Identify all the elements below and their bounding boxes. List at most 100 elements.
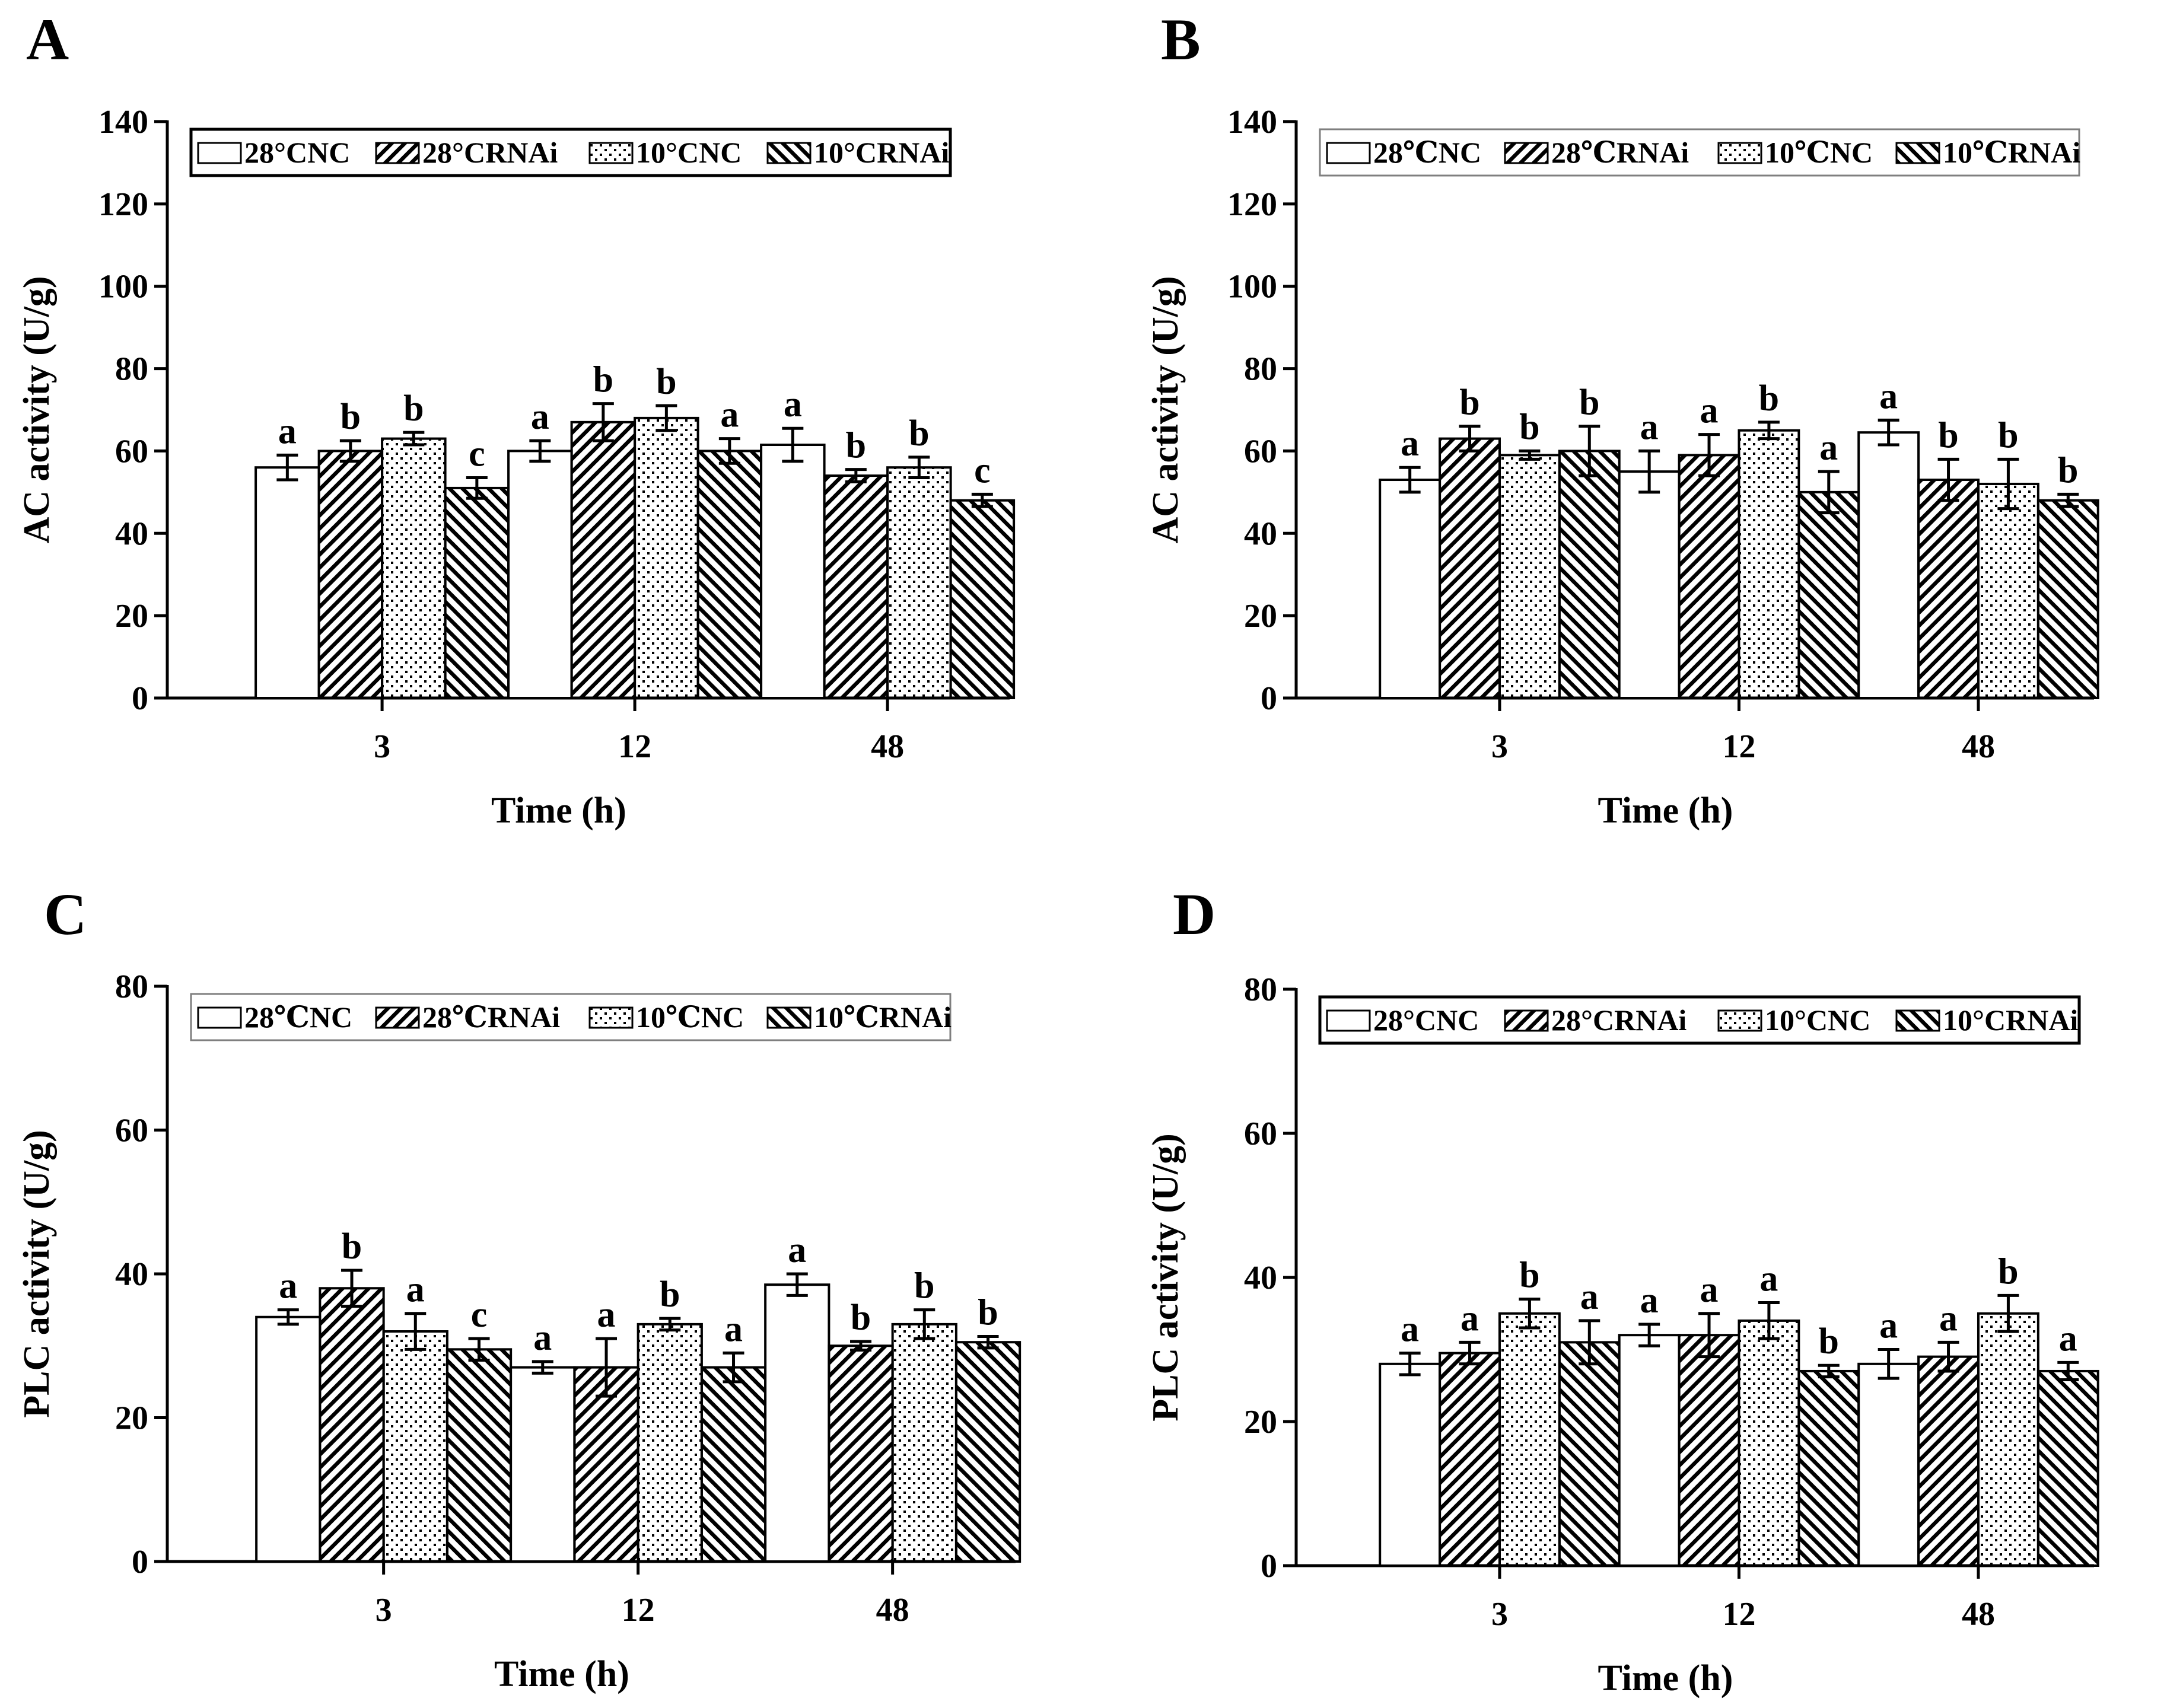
bar — [319, 1287, 385, 1563]
significance-letter: b — [342, 1226, 362, 1267]
legend-box — [1319, 128, 2080, 177]
bar — [1797, 1369, 1860, 1567]
legend-label: 28°CRNAi — [422, 136, 558, 169]
x-tick-label: 12 — [622, 1592, 655, 1629]
bar — [2036, 1369, 2099, 1567]
legend-label: 10℃NC — [636, 1000, 744, 1034]
chart-a: 0 20 40 60 80 100 120 140 AC activity (U/g) 3 a b b c… — [17, 104, 1016, 831]
y-tick-label: 20 — [115, 1400, 148, 1437]
y-tick-label: 20 — [1244, 598, 1277, 635]
bar — [1498, 1312, 1561, 1567]
legend-box — [189, 128, 952, 177]
chart-c: 0 20 40 60 80 PLC activity (U/g) 3 a b a c 12 a a b a 48… — [17, 968, 1022, 1694]
significance-letter: a — [720, 395, 739, 435]
bar — [764, 1283, 830, 1563]
legend-swatch — [1504, 1009, 1549, 1032]
legend-label: 28°CNC — [244, 136, 350, 169]
significance-letter: a — [1401, 1309, 1419, 1350]
bar — [573, 1366, 639, 1563]
bar — [760, 444, 826, 699]
bar — [382, 1330, 448, 1563]
significance-letter: b — [403, 388, 424, 429]
y-tick-label: 0 — [1261, 1548, 1277, 1585]
bar — [381, 437, 447, 699]
y-tick-label: 100 — [1227, 269, 1277, 305]
y-tick-label: 100 — [98, 269, 148, 305]
significance-letter: b — [2058, 450, 2078, 490]
panel-letter: C — [44, 881, 87, 947]
y-tick-label: 80 — [115, 968, 148, 1005]
legend-swatch — [1504, 142, 1549, 164]
x-tick-label: 48 — [876, 1592, 909, 1629]
y-axis-label: PLC activity (U/g) — [17, 1130, 57, 1418]
legend-box — [1318, 995, 2081, 1045]
bar — [1977, 482, 2039, 699]
y-tick-label: 80 — [115, 351, 148, 388]
significance-letter: c — [471, 1295, 488, 1335]
legend-swatch — [1717, 1009, 1762, 1032]
significance-letter: b — [1938, 415, 1958, 455]
legend-label: 10℃RNAi — [814, 1000, 952, 1034]
x-tick-label: 48 — [1962, 1596, 1995, 1633]
bar — [886, 466, 952, 699]
legend-swatch — [588, 142, 634, 164]
bar — [1678, 1334, 1740, 1567]
legend-swatch — [375, 1006, 420, 1029]
y-tick-label: 20 — [115, 598, 148, 635]
y-tick-label: 40 — [1244, 515, 1277, 552]
y-tick-label: 60 — [115, 1113, 148, 1149]
significance-letter: a — [1700, 391, 1719, 431]
significance-letter: b — [656, 362, 676, 402]
y-tick-label: 60 — [115, 433, 148, 470]
x-tick-label: 3 — [374, 728, 390, 765]
y-axis-label: PLC activity (U/g) — [1145, 1133, 1186, 1422]
y-tick-label: 40 — [1244, 1260, 1277, 1296]
x-tick-label: 12 — [1722, 728, 1755, 765]
bar — [634, 416, 699, 700]
significance-letter: b — [846, 426, 866, 466]
significance-letter: a — [1640, 407, 1659, 447]
significance-letter: a — [278, 411, 297, 451]
bar — [444, 486, 510, 700]
bar — [1558, 1341, 1621, 1567]
bar — [507, 450, 573, 700]
bar — [1977, 1312, 2039, 1567]
significance-letter: b — [1579, 383, 1599, 423]
bar — [254, 466, 320, 699]
bar — [1498, 454, 1561, 699]
legend-swatch — [197, 142, 242, 164]
significance-letter: b — [1519, 407, 1539, 447]
bar — [1558, 450, 1621, 700]
significance-letter: b — [909, 413, 929, 454]
bar — [2036, 499, 2099, 699]
bar — [1618, 1334, 1681, 1567]
significance-letter: a — [406, 1270, 425, 1310]
significance-letter: b — [914, 1266, 934, 1307]
legend-label: 28°CNC — [1373, 1003, 1479, 1037]
bar — [823, 474, 889, 699]
significance-letter: a — [788, 1230, 806, 1270]
legend-label: 10°CNC — [636, 136, 742, 169]
bar — [570, 420, 637, 699]
legend-swatch — [766, 1006, 812, 1029]
legend-swatch — [1717, 142, 1762, 164]
significance-letter: b — [660, 1274, 680, 1315]
significance-letter: a — [597, 1295, 616, 1335]
significance-letter: a — [531, 397, 549, 437]
y-tick-label: 120 — [1227, 186, 1277, 223]
legend-label: 28°CRNAi — [1551, 1003, 1686, 1037]
legend-label: 28℃RNAi — [422, 1000, 560, 1034]
significance-letter: a — [1640, 1280, 1659, 1321]
bar — [510, 1366, 576, 1563]
x-axis-label: Time (h) — [494, 1654, 629, 1694]
legend-label: 28℃NC — [1373, 136, 1481, 169]
legend-swatch — [197, 1006, 242, 1029]
y-tick-label: 0 — [1261, 680, 1277, 717]
significance-letter: a — [784, 384, 802, 425]
legend-swatch — [588, 1006, 634, 1029]
significance-letter: a — [1700, 1270, 1719, 1310]
legend-label: 10℃RNAi — [1943, 136, 2080, 169]
